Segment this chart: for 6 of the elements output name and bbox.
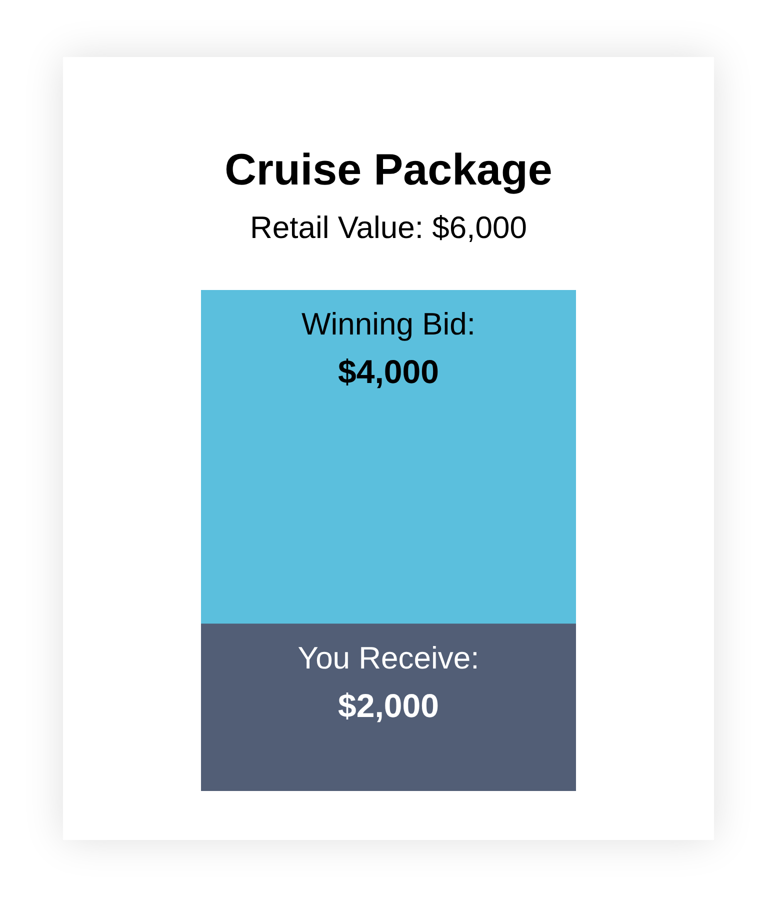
chart-subtitle: Retail Value: $6,000: [250, 210, 527, 245]
data-label: $2,000: [338, 687, 439, 724]
chart-title: Cruise Package: [224, 146, 552, 195]
series-label: Winning Bid:: [301, 306, 476, 342]
data-label: $4,000: [338, 353, 439, 390]
series-label: You Receive:: [298, 640, 480, 676]
